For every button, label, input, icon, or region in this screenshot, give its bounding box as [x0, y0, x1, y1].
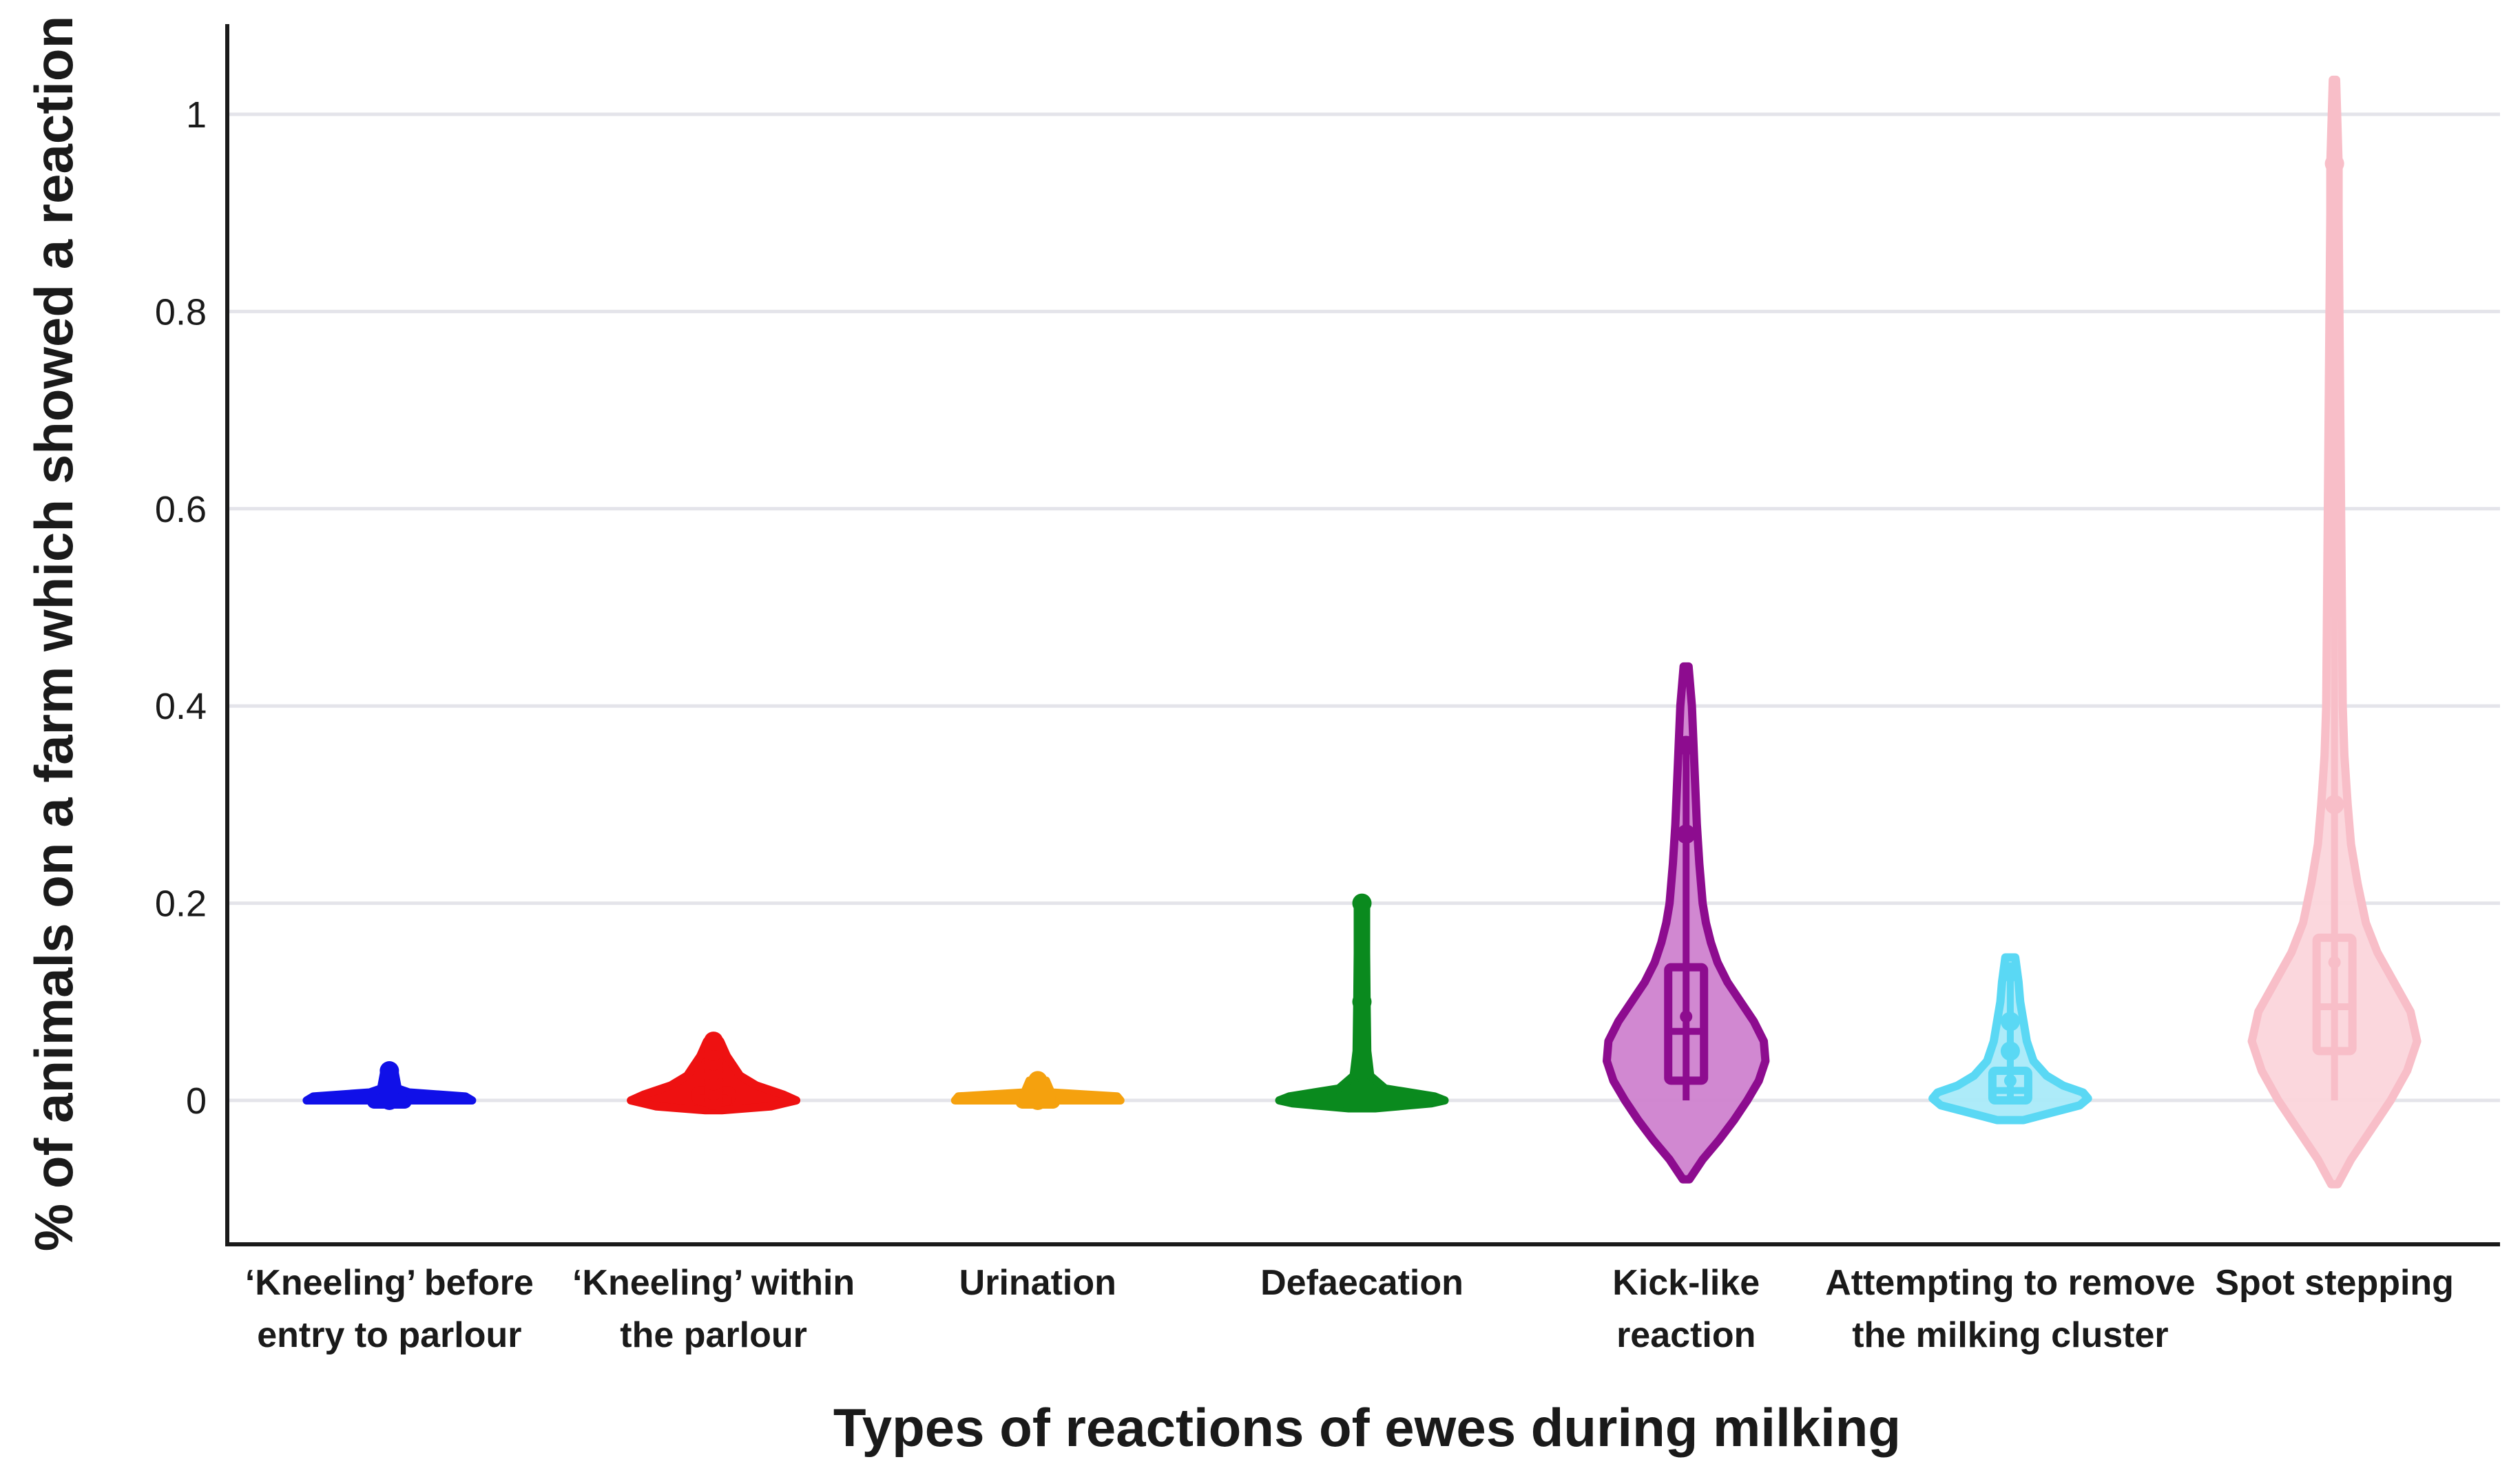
x-category-label: Spot stepping — [2215, 1263, 2454, 1303]
data-point — [1028, 1071, 1048, 1091]
violin-5 — [1603, 662, 1770, 1184]
x-category-label: the milking cluster — [1852, 1315, 2168, 1355]
iqr-box — [1664, 963, 1709, 1085]
x-category-label: Defaecation — [1260, 1263, 1464, 1303]
x-category-label: Kick-like — [1612, 1263, 1760, 1303]
y-tick-0.6: 0.6 — [155, 489, 207, 530]
data-point — [1352, 992, 1372, 1012]
data-point — [379, 1080, 399, 1100]
y-tick-0.2: 0.2 — [155, 883, 207, 925]
data-point — [2324, 795, 2344, 815]
y-tick-0.8: 0.8 — [155, 291, 207, 333]
data-point — [1352, 893, 1372, 913]
data-point — [379, 1061, 399, 1081]
mean-marker — [1680, 1010, 1693, 1023]
data-point — [2324, 598, 2344, 617]
data-point — [2324, 479, 2344, 499]
data-point — [1352, 1080, 1372, 1100]
x-category-label: entry to parlour — [257, 1315, 521, 1355]
data-point — [2000, 1012, 2020, 1032]
x-category-label: Urination — [959, 1263, 1116, 1303]
data-point — [2000, 962, 2020, 982]
y-tick-labels: 0 0.2 0.4 0.6 0.8 1 — [155, 94, 207, 1122]
data-point — [1676, 824, 1696, 844]
data-point — [704, 1032, 724, 1052]
x-category-labels: ‘Kneeling’ before entry to parlour ‘Kneeli… — [245, 1263, 2454, 1355]
iqr-box — [2312, 933, 2357, 1056]
violin-3 — [950, 1071, 1125, 1110]
y-axis-title: % of animals on a farm which showed a re… — [23, 16, 84, 1251]
x-category-label: the parlour — [620, 1315, 807, 1355]
violins — [302, 75, 2422, 1189]
x-category-label: Attempting to remove — [1825, 1263, 2195, 1303]
data-point — [2000, 1041, 2020, 1061]
data-point — [1352, 1061, 1372, 1081]
y-tick-0.4: 0.4 — [155, 686, 207, 727]
violin-6 — [1928, 953, 2092, 1124]
y-tick-0: 0 — [186, 1080, 207, 1122]
data-point — [2324, 154, 2344, 174]
violin-2 — [627, 1032, 801, 1115]
violin-1 — [302, 1061, 477, 1110]
data-point — [1676, 735, 1696, 755]
x-category-label: ‘Kneeling’ before — [245, 1263, 534, 1303]
x-axis-title: Types of reactions of ewes during milkin… — [833, 1397, 1901, 1458]
iqr-box — [1988, 1067, 2032, 1105]
gridlines — [227, 112, 2500, 1102]
x-category-label: reaction — [1616, 1315, 1756, 1355]
x-category-label: ‘Kneeling’ within — [572, 1263, 855, 1303]
mean-marker — [2328, 956, 2341, 969]
violin-7 — [2247, 75, 2422, 1189]
mean-marker — [2003, 1074, 2017, 1087]
y-tick-1: 1 — [186, 94, 207, 136]
violin-4 — [1275, 893, 1449, 1113]
